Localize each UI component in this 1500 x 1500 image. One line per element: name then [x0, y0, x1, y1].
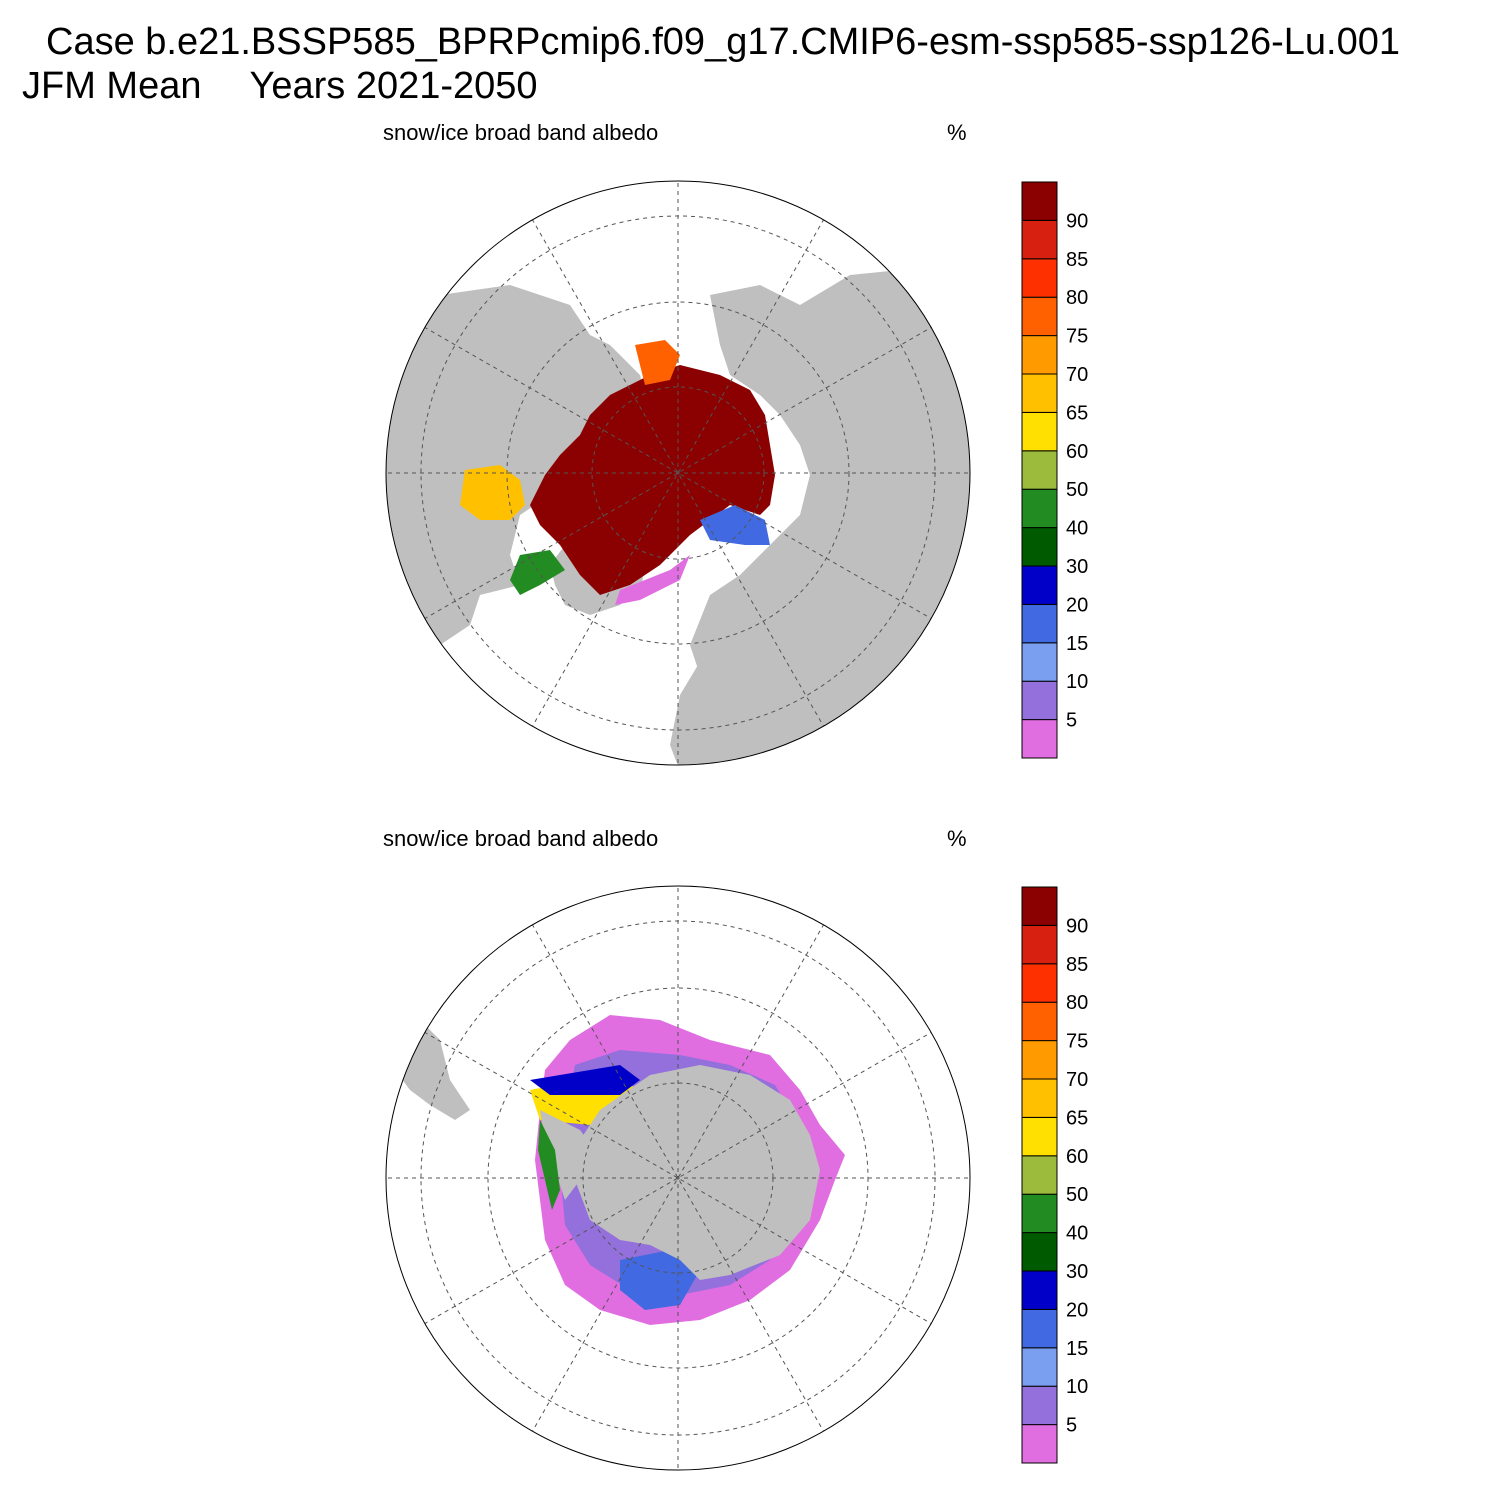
colorbar-south-swatch [1021, 1424, 1058, 1464]
colorbar-north-tick-label: 15 [1066, 633, 1088, 655]
colorbar-south-swatch [1021, 1270, 1058, 1310]
colorbar-south-tick-label: 30 [1066, 1261, 1088, 1283]
north-polar-map [385, 180, 971, 766]
panel-south-title: snow/ice broad band albedo [383, 826, 659, 851]
colorbar-north-tick-label: 65 [1066, 402, 1088, 424]
colorbar-south: 5 10 15 20 30 40 50 60 65 70 75 80 85 90 [1021, 886, 1111, 1464]
colorbar-south-swatch [1021, 963, 1058, 1003]
colorbar-north-swatch [1021, 565, 1058, 605]
ice-edge-labrador [615, 555, 690, 605]
colorbar-south-tick-label: 65 [1066, 1107, 1088, 1129]
colorbar-south-swatch [1021, 1347, 1058, 1387]
colorbar-south-swatch [1021, 1155, 1058, 1195]
colorbar-north: 5 10 15 20 30 40 50 60 65 70 75 80 85 90 [1021, 181, 1111, 759]
colorbar-north-swatch [1021, 527, 1058, 567]
colorbar-south-swatch [1021, 886, 1058, 926]
weddell-ice-edge [530, 1065, 640, 1095]
colorbar-south-tick-label: 50 [1066, 1184, 1088, 1206]
colorbar-south-swatch [1021, 1116, 1058, 1157]
figure-case-title: Case b.e21.BSSP585_BPRPcmip6.f09_g17.CMI… [46, 21, 1400, 63]
colorbar-north-tick-label: 50 [1066, 479, 1088, 501]
colorbar-south-tick-label: 75 [1066, 1031, 1088, 1053]
colorbar-north-tick-label: 30 [1066, 556, 1088, 578]
years-label: Years 2021-2050 [249, 65, 538, 107]
colorbar-north-swatch [1021, 450, 1058, 490]
colorbar-north-swatch [1021, 603, 1058, 644]
map-south [380, 880, 976, 1476]
colorbar-north-swatch [1021, 488, 1058, 529]
colorbar-south-swatch [1021, 1308, 1058, 1349]
colorbar-south-svg: 5 10 15 20 30 40 50 60 65 70 75 80 85 90 [1021, 886, 1088, 1464]
colorbar-north-tick-label: 5 [1066, 710, 1077, 732]
colorbar-north-swatch [1021, 411, 1058, 452]
antarctica-land [575, 1065, 820, 1280]
south-polar-map [385, 885, 971, 1471]
colorbar-south-tick-label: 85 [1066, 954, 1088, 976]
scandinavia-land [690, 575, 755, 675]
colorbar-north-tick-label: 75 [1066, 326, 1088, 348]
colorbar-north-tick-label: 70 [1066, 364, 1088, 386]
panel-north-units: % [947, 120, 967, 145]
colorbar-south-tick-label: 90 [1066, 915, 1088, 937]
colorbar-north-swatch [1021, 719, 1058, 759]
bering-ice [635, 340, 680, 385]
colorbar-south-swatch [1021, 1001, 1058, 1042]
map-north [380, 175, 976, 771]
colorbar-north-swatch [1021, 680, 1058, 721]
colorbar-south-swatch [1021, 1078, 1058, 1118]
season-label: JFM Mean [22, 65, 202, 107]
panel-north-title: snow/ice broad band albedo [383, 120, 659, 145]
colorbar-south-tick-label: 60 [1066, 1146, 1088, 1168]
colorbar-north-tick-label: 80 [1066, 287, 1088, 309]
figure-period-title: JFM Mean Years 2021-2050 [22, 66, 538, 106]
colorbar-south-tick-label: 70 [1066, 1069, 1088, 1091]
peninsula-ice-edge [538, 1120, 560, 1210]
colorbar-south-swatch [1021, 1040, 1058, 1080]
arctic-sea-ice [530, 365, 775, 595]
colorbar-south-tick-label: 15 [1066, 1338, 1088, 1360]
colorbar-north-swatch [1021, 373, 1058, 413]
colorbar-north-tick-label: 20 [1066, 594, 1088, 616]
colorbar-south-swatch [1021, 1232, 1058, 1272]
north-america-land [386, 285, 650, 665]
colorbar-north-swatch [1021, 335, 1058, 375]
colorbar-north-tick-label: 60 [1066, 441, 1088, 463]
panel-south-units: % [947, 826, 967, 851]
colorbar-north-tick-label: 10 [1066, 671, 1088, 693]
colorbar-south-tick-label: 10 [1066, 1376, 1088, 1398]
ross-sea-ice [620, 1250, 700, 1310]
colorbar-north-swatch [1021, 181, 1058, 221]
colorbar-south-swatch [1021, 1193, 1058, 1234]
eurasia-land [670, 270, 970, 765]
colorbar-south-swatch [1021, 1385, 1058, 1426]
colorbar-north-svg: 5 10 15 20 30 40 50 60 65 70 75 80 85 90 [1021, 181, 1088, 759]
colorbar-north-tick-label: 85 [1066, 249, 1088, 271]
colorbar-south-tick-label: 40 [1066, 1223, 1088, 1245]
colorbar-south-tick-label: 20 [1066, 1299, 1088, 1321]
colorbar-north-swatch [1021, 258, 1058, 298]
colorbar-south-swatch [1021, 924, 1058, 965]
colorbar-north-swatch [1021, 642, 1058, 682]
colorbar-south-tick-label: 80 [1066, 992, 1088, 1014]
hudson-bay-ice [460, 465, 525, 520]
colorbar-north-swatch [1021, 219, 1058, 260]
colorbar-south-tick-label: 5 [1066, 1415, 1077, 1437]
colorbar-north-tick-label: 40 [1066, 518, 1088, 540]
colorbar-north-tick-label: 90 [1066, 210, 1088, 232]
colorbar-north-swatch [1021, 296, 1058, 337]
ice-edge-barents [700, 505, 770, 545]
